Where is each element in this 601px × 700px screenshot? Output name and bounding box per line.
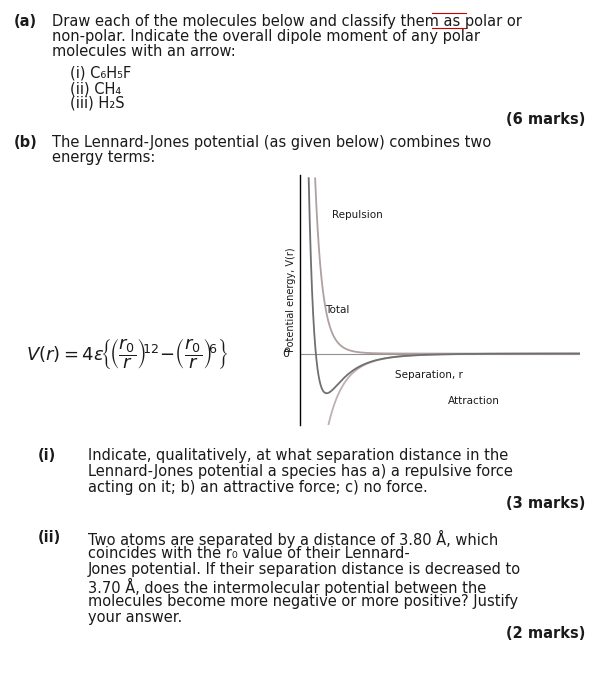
Text: (iii) H₂S: (iii) H₂S: [70, 96, 124, 111]
Text: Lennard-Jones potential a species has a) a repulsive force: Lennard-Jones potential a species has a)…: [88, 464, 513, 479]
Text: Total: Total: [325, 305, 349, 315]
Text: Attraction: Attraction: [448, 396, 500, 406]
Text: 0: 0: [282, 349, 289, 358]
Text: Two atoms are separated by a distance of 3.80 Å, which: Two atoms are separated by a distance of…: [88, 530, 498, 548]
Text: Jones potential. If their separation distance is decreased to: Jones potential. If their separation dis…: [88, 562, 521, 577]
Text: (6 marks): (6 marks): [505, 112, 585, 127]
Text: energy terms:: energy terms:: [52, 150, 156, 165]
Text: Draw each of the molecules below and classify them as polar or: Draw each of the molecules below and cla…: [52, 14, 522, 29]
Text: molecules with an arrow:: molecules with an arrow:: [52, 44, 236, 59]
Text: $V(r)=4\varepsilon\!\left\{\!\left(\dfrac{r_0}{r}\right)^{\!\!12}\!-\!\left(\dfr: $V(r)=4\varepsilon\!\left\{\!\left(\dfra…: [26, 336, 228, 371]
Text: 3.70 Å, does the intermolecular potential between the: 3.70 Å, does the intermolecular potentia…: [88, 578, 486, 596]
Text: (i) C₆H₅F: (i) C₆H₅F: [70, 66, 131, 81]
Text: (a): (a): [14, 14, 37, 29]
Text: Separation, r: Separation, r: [395, 370, 463, 380]
Text: (ii): (ii): [38, 530, 61, 545]
Text: Repulsion: Repulsion: [332, 210, 382, 220]
Y-axis label: Potential energy, V(r): Potential energy, V(r): [286, 248, 296, 352]
Text: (b): (b): [14, 135, 38, 150]
Text: coincides with the r₀ value of their Lennard-: coincides with the r₀ value of their Len…: [88, 546, 410, 561]
Text: Indicate, qualitatively, at what separation distance in the: Indicate, qualitatively, at what separat…: [88, 448, 508, 463]
Text: acting on it; b) an attractive force; c) no force.: acting on it; b) an attractive force; c)…: [88, 480, 428, 495]
Text: (ii) CH₄: (ii) CH₄: [70, 81, 121, 96]
Text: (2 marks): (2 marks): [505, 626, 585, 641]
Text: (i): (i): [38, 448, 56, 463]
Text: molecules become more negative or more positive? Justify: molecules become more negative or more p…: [88, 594, 518, 609]
Text: your answer.: your answer.: [88, 610, 182, 625]
Text: The Lennard-Jones potential (as given below) combines two: The Lennard-Jones potential (as given be…: [52, 135, 491, 150]
Text: non-polar. Indicate the overall dipole moment of any polar: non-polar. Indicate the overall dipole m…: [52, 29, 480, 44]
Text: (3 marks): (3 marks): [505, 496, 585, 511]
